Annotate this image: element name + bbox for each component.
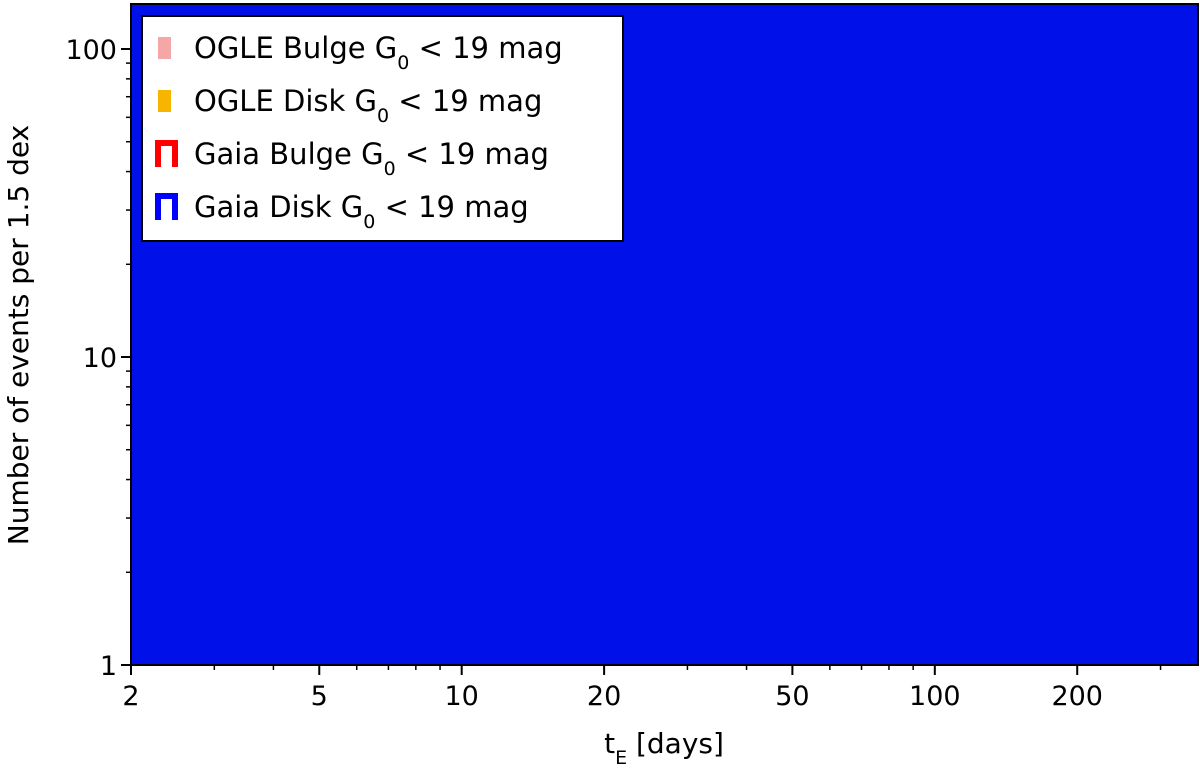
legend-box: [141, 15, 624, 242]
x-axis: 2 5 10 20 50 100 200: [122, 665, 1162, 712]
y-axis-label: Number of events per 1.5 dex: [2, 125, 35, 545]
plot-frame: [130, 3, 1199, 666]
x-tick-label: 10: [445, 681, 479, 712]
legend-label: Gaia Bulge G0 < 19 mag: [194, 137, 549, 180]
legend: OGLE Bulge G0 < 19 mag OGLE Disk G0 < 19 …: [141, 15, 624, 242]
x-tick-label: 2: [122, 681, 139, 712]
x-tick-label: 50: [775, 681, 809, 712]
legend-entry: Gaia Bulge G0 < 19 mag: [155, 137, 549, 180]
legend-label: OGLE Bulge G0 < 19 mag: [194, 31, 563, 74]
legend-label: Gaia Disk G0 < 19 mag: [194, 190, 529, 233]
legend-swatch: [158, 37, 171, 59]
x-tick-label: 5: [311, 681, 328, 712]
legend-label: OGLE Disk G0 < 19 mag: [194, 84, 542, 127]
legend-entry: OGLE Disk G0 < 19 mag: [158, 84, 542, 127]
y-tick-label: 10: [83, 343, 117, 374]
legend-swatch: [155, 140, 178, 167]
x-axis-label: tE [days]: [604, 727, 724, 769]
legend-swatch: [155, 193, 178, 220]
x-tick-label: 200: [1051, 681, 1103, 712]
legend-entry: Gaia Disk G0 < 19 mag: [155, 190, 529, 233]
y-tick-label: 1: [100, 651, 117, 682]
legend-entry: OGLE Bulge G0 < 19 mag: [158, 31, 563, 74]
legend-swatch: [158, 90, 171, 112]
y-tick-label: 100: [65, 35, 117, 66]
x-tick-label: 20: [587, 681, 621, 712]
x-tick-label: 100: [909, 681, 961, 712]
y-axis: 1 10 100: [65, 35, 131, 682]
